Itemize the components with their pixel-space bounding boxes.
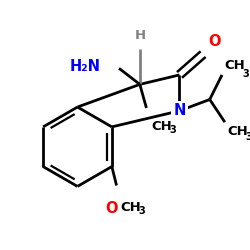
Text: 3: 3 <box>246 132 250 141</box>
Text: CH: CH <box>225 59 246 72</box>
Text: 3: 3 <box>138 206 145 216</box>
Text: N: N <box>173 103 186 118</box>
Text: 3: 3 <box>243 69 250 79</box>
Text: O: O <box>106 200 118 216</box>
Text: 3: 3 <box>169 125 176 135</box>
Text: H: H <box>134 29 145 42</box>
Text: CH: CH <box>120 200 141 213</box>
Text: H₂N: H₂N <box>69 59 100 74</box>
Text: O: O <box>208 34 220 50</box>
Text: CH: CH <box>151 120 172 133</box>
Text: CH: CH <box>228 125 248 138</box>
